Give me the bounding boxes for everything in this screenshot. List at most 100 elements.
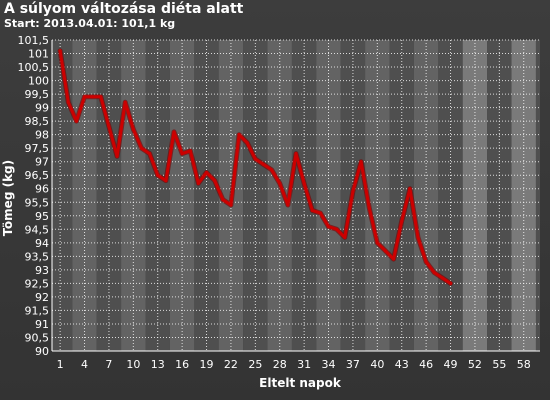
y-tick-label: 90,5 (25, 331, 50, 344)
data-point (99, 95, 103, 99)
data-point (139, 146, 144, 150)
data-point (229, 203, 233, 207)
y-tick-label: 92,5 (25, 277, 50, 290)
y-tick-label: 99 (35, 102, 49, 115)
y-tick-label: 97 (35, 156, 49, 169)
data-point (400, 219, 404, 223)
axes (51, 40, 540, 352)
x-tick-label: 13 (151, 358, 165, 371)
x-tick-label: 10 (126, 358, 140, 371)
x-axis-label: Eltelt napok (259, 376, 342, 390)
y-tick-label: 93 (35, 264, 49, 277)
data-point (302, 181, 306, 185)
data-point (253, 157, 257, 161)
data-point (245, 141, 249, 145)
data-point (448, 281, 453, 285)
y-tick-label: 99,5 (25, 88, 50, 101)
data-point (213, 179, 217, 183)
data-point (91, 95, 95, 99)
data-point (188, 149, 192, 153)
data-point (164, 179, 168, 183)
data-point (115, 154, 119, 158)
data-point (156, 173, 160, 177)
x-tick-label: 55 (492, 358, 506, 371)
x-tick-label: 19 (200, 358, 214, 371)
y-tick-label: 95,5 (25, 196, 50, 209)
y-tick-label: 100,5 (18, 61, 50, 74)
data-point (66, 100, 70, 104)
x-tick-label: 1 (57, 358, 64, 371)
y-tick-label: 91 (35, 318, 49, 331)
y-tick-label: 100 (28, 75, 49, 88)
chart-title: A súlyom változása diéta alatt (4, 1, 244, 17)
data-point (440, 276, 444, 280)
y-tick-label: 92 (35, 291, 49, 304)
y-tick-label: 101 (28, 48, 49, 61)
data-point (343, 235, 347, 240)
data-point (351, 189, 355, 194)
x-tick-label: 7 (105, 358, 112, 371)
x-tick-label: 46 (419, 358, 433, 371)
x-tick-label: 34 (322, 358, 336, 371)
x-tick-label: 43 (395, 358, 409, 371)
y-tick-label: 96,5 (25, 169, 50, 182)
data-point (180, 151, 184, 156)
x-tick-label: 37 (346, 358, 360, 371)
data-point (148, 151, 152, 156)
data-point (294, 151, 298, 156)
data-point (131, 127, 135, 131)
data-point (82, 95, 87, 99)
x-tick-label: 52 (468, 358, 482, 371)
y-tick-label: 97,5 (25, 142, 50, 155)
data-point (107, 124, 111, 129)
x-tick-label: 31 (297, 358, 311, 371)
data-point (74, 119, 78, 123)
data-point (221, 197, 225, 202)
data-point (408, 187, 412, 191)
data-point (383, 249, 388, 253)
data-point (326, 225, 331, 229)
x-tick-label: 16 (175, 358, 189, 371)
x-tick-label: 40 (370, 358, 384, 371)
tick-labels: 9090,59191,59292,59393,59494,59595,59696… (18, 34, 531, 371)
y-tick-label: 101,5 (18, 34, 50, 47)
y-tick-label: 98 (35, 129, 49, 142)
data-point (204, 170, 209, 175)
data-point (367, 206, 371, 210)
x-tick-label: 49 (444, 358, 458, 371)
background-bands (52, 40, 540, 351)
data-point (123, 100, 127, 104)
data-point (237, 133, 241, 137)
y-tick-label: 94 (35, 237, 49, 250)
data-point (432, 270, 436, 275)
data-point (375, 241, 379, 245)
data-point (318, 211, 322, 215)
x-tick-label: 28 (273, 358, 287, 371)
chart-subtitle: Start: 2013.04.01: 101,1 kg (4, 17, 176, 30)
data-point (392, 257, 396, 261)
y-tick-label: 91,5 (25, 304, 50, 317)
y-axis-label: Tömeg (kg) (1, 160, 15, 236)
data-point (416, 235, 420, 240)
data-point (196, 181, 200, 185)
x-tick-label: 58 (517, 358, 531, 371)
data-point (261, 162, 266, 166)
data-point (335, 227, 339, 231)
background-band (52, 40, 73, 351)
data-point (270, 168, 274, 172)
data-point (278, 181, 282, 185)
data-point (172, 130, 176, 134)
y-tick-label: 90 (35, 345, 49, 358)
data-point (286, 203, 290, 207)
y-tick-label: 94,5 (25, 223, 50, 236)
y-tick-label: 98,5 (25, 115, 50, 128)
background-band (535, 40, 540, 351)
data-point (359, 160, 363, 164)
x-tick-label: 25 (248, 358, 262, 371)
data-point (424, 260, 428, 264)
y-tick-label: 95 (35, 210, 49, 223)
y-tick-label: 93,5 (25, 250, 50, 263)
y-tick-label: 96 (35, 183, 49, 196)
